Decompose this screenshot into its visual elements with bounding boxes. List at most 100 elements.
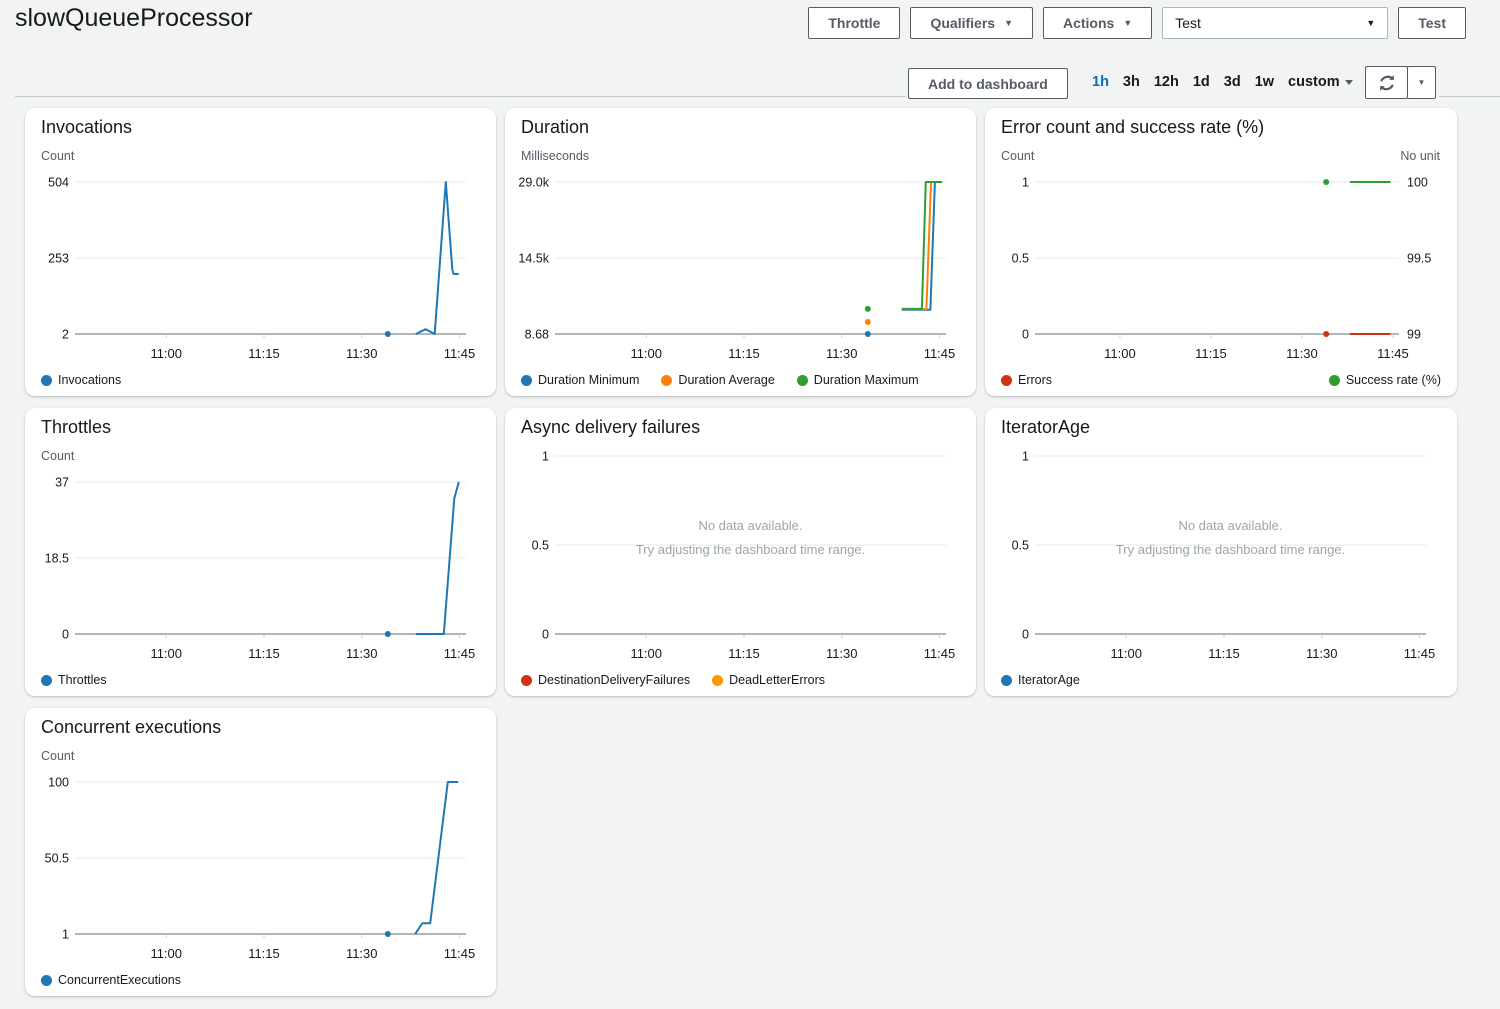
y-axis-tick-label: 2 [62,328,69,342]
series-point-errors [1323,331,1329,337]
x-axis-tick-label: 11:15 [728,346,760,361]
chevron-down-icon: ▼ [1123,19,1132,28]
y-axis-tick-label: 504 [48,176,69,190]
x-axis-tick-label: 11:15 [248,646,280,661]
chevron-down-icon: ▼ [1004,19,1013,28]
time-range-1h[interactable]: 1h [1092,74,1109,90]
x-axis-tick-label: 11:00 [150,646,182,661]
y-axis-unit-left: Count [41,149,75,163]
y-axis-unit-right: No unit [1400,149,1440,163]
refresh-options-button[interactable]: ▼ [1407,66,1436,99]
y-axis-tick-label: 18.5 [45,552,69,566]
x-axis-tick-label: 11:45 [1404,646,1436,661]
y-axis-tick-label: 0 [542,628,549,642]
series-point-throttles [385,631,391,637]
series-point-invocations [385,331,391,337]
chart-plot: 10.5011:0011:1511:3011:45No data availab… [505,408,976,696]
time-range-1w[interactable]: 1w [1255,74,1274,90]
series-point-duration-maximum [865,306,871,312]
x-axis-tick-label: 11:30 [346,346,378,361]
chevron-down-icon: ▼ [1418,79,1426,87]
x-axis-tick-label: 11:00 [630,646,662,661]
series-line-duration-maximum [902,182,942,309]
test-button[interactable]: Test [1398,7,1466,39]
legend-item[interactable]: ConcurrentExecutions [41,973,181,987]
y-axis-unit-left: Milliseconds [521,149,589,163]
x-axis-tick-label: 11:45 [444,646,476,661]
x-axis-tick-label: 11:45 [444,346,476,361]
chart-plot: CountNo unit10.5010099.59911:0011:1511:3… [985,108,1456,396]
legend-swatch-icon [41,975,52,986]
legend-item[interactable]: Success rate (%) [1329,373,1441,387]
legend-item[interactable]: DeadLetterErrors [712,673,825,687]
y-axis-tick-label: 50.5 [45,852,69,866]
no-data-message: No data available. [698,518,802,533]
y-axis-tick-label: 0 [62,628,69,642]
chart-card: Duration Milliseconds29.0k14.5k8.6811:00… [505,108,976,396]
legend-swatch-icon [1329,375,1340,386]
legend-swatch-icon [1001,375,1012,386]
legend-item[interactable]: Invocations [41,373,121,387]
legend-item[interactable]: IteratorAge [1001,673,1080,687]
legend-item[interactable]: Throttles [41,673,107,687]
monitoring-charts-grid: Invocations Count504253211:0011:1511:301… [25,108,1457,996]
series-line-duration-minimum [902,182,939,310]
toolbar-divider [1439,96,1500,97]
legend-swatch-icon [1001,675,1012,686]
x-axis-tick-label: 11:45 [444,946,476,961]
series-point-duration-average [865,319,871,325]
y-axis-tick-label: 0.5 [532,539,549,553]
y-axis-tick-label: 1 [542,450,549,464]
custom-label: custom [1288,74,1340,90]
chart-plot: Count504253211:0011:1511:3011:45 [25,108,496,396]
x-axis-tick-label: 11:30 [346,946,378,961]
refresh-button[interactable] [1365,66,1408,99]
time-range-custom[interactable]: custom [1288,74,1353,90]
qualifiers-menu-button[interactable]: Qualifiers ▼ [910,7,1033,39]
y-axis-right-tick-label: 99 [1407,328,1421,342]
chart-card: Invocations Count504253211:0011:1511:301… [25,108,496,396]
x-axis-tick-label: 11:15 [1195,346,1227,361]
chart-card: Async delivery failures 10.5011:0011:151… [505,408,976,696]
x-axis-tick-label: 11:45 [924,646,956,661]
legend-item[interactable]: Duration Maximum [797,373,919,387]
actions-menu-button[interactable]: Actions ▼ [1043,7,1152,39]
legend-label: Throttles [58,673,107,687]
time-range-1d[interactable]: 1d [1193,74,1210,90]
function-name-title: slowQueueProcessor [15,4,253,33]
chart-legend: Duration Minimum Duration Average Duration… [521,373,960,387]
chart-legend: IteratorAge [1001,673,1441,687]
legend-item[interactable]: Duration Average [661,373,774,387]
y-axis-right-tick-label: 99.5 [1407,252,1431,266]
legend-label: Success rate (%) [1346,373,1441,387]
legend-item[interactable]: Errors [1001,373,1052,387]
x-axis-tick-label: 11:00 [630,346,662,361]
legend-swatch-icon [521,375,532,386]
x-axis-tick-label: 11:00 [1104,346,1136,361]
y-axis-unit-left: Count [41,449,75,463]
chart-plot: 10.5011:0011:1511:3011:45No data availab… [985,408,1456,696]
add-to-dashboard-button[interactable]: Add to dashboard [908,68,1068,99]
y-axis-unit-left: Count [1001,149,1035,163]
series-point-concurrentexecutions [385,931,391,937]
legend-item[interactable]: Duration Minimum [521,373,639,387]
header-actions: Throttle Qualifiers ▼ Actions ▼ Test ▼ T… [808,7,1466,39]
test-event-select[interactable]: Test ▼ [1162,7,1388,39]
legend-label: DestinationDeliveryFailures [538,673,690,687]
legend-item[interactable]: DestinationDeliveryFailures [521,673,690,687]
legend-label: Invocations [58,373,121,387]
time-range-12h[interactable]: 12h [1154,74,1179,90]
refresh-button-group: ▼ [1365,66,1436,99]
chart-legend: Invocations [41,373,480,387]
time-range-3h[interactable]: 3h [1123,74,1140,90]
legend-swatch-icon [712,675,723,686]
x-axis-tick-label: 11:45 [924,346,956,361]
x-axis-tick-label: 11:30 [826,346,858,361]
chart-legend: DestinationDeliveryFailures DeadLetterErr… [521,673,960,687]
y-axis-tick-label: 14.5k [518,252,549,266]
no-data-message: No data available. [1178,518,1282,533]
x-axis-tick-label: 11:00 [1110,646,1142,661]
throttle-button[interactable]: Throttle [808,7,900,39]
time-range-3d[interactable]: 3d [1224,74,1241,90]
y-axis-tick-label: 0 [1022,328,1029,342]
